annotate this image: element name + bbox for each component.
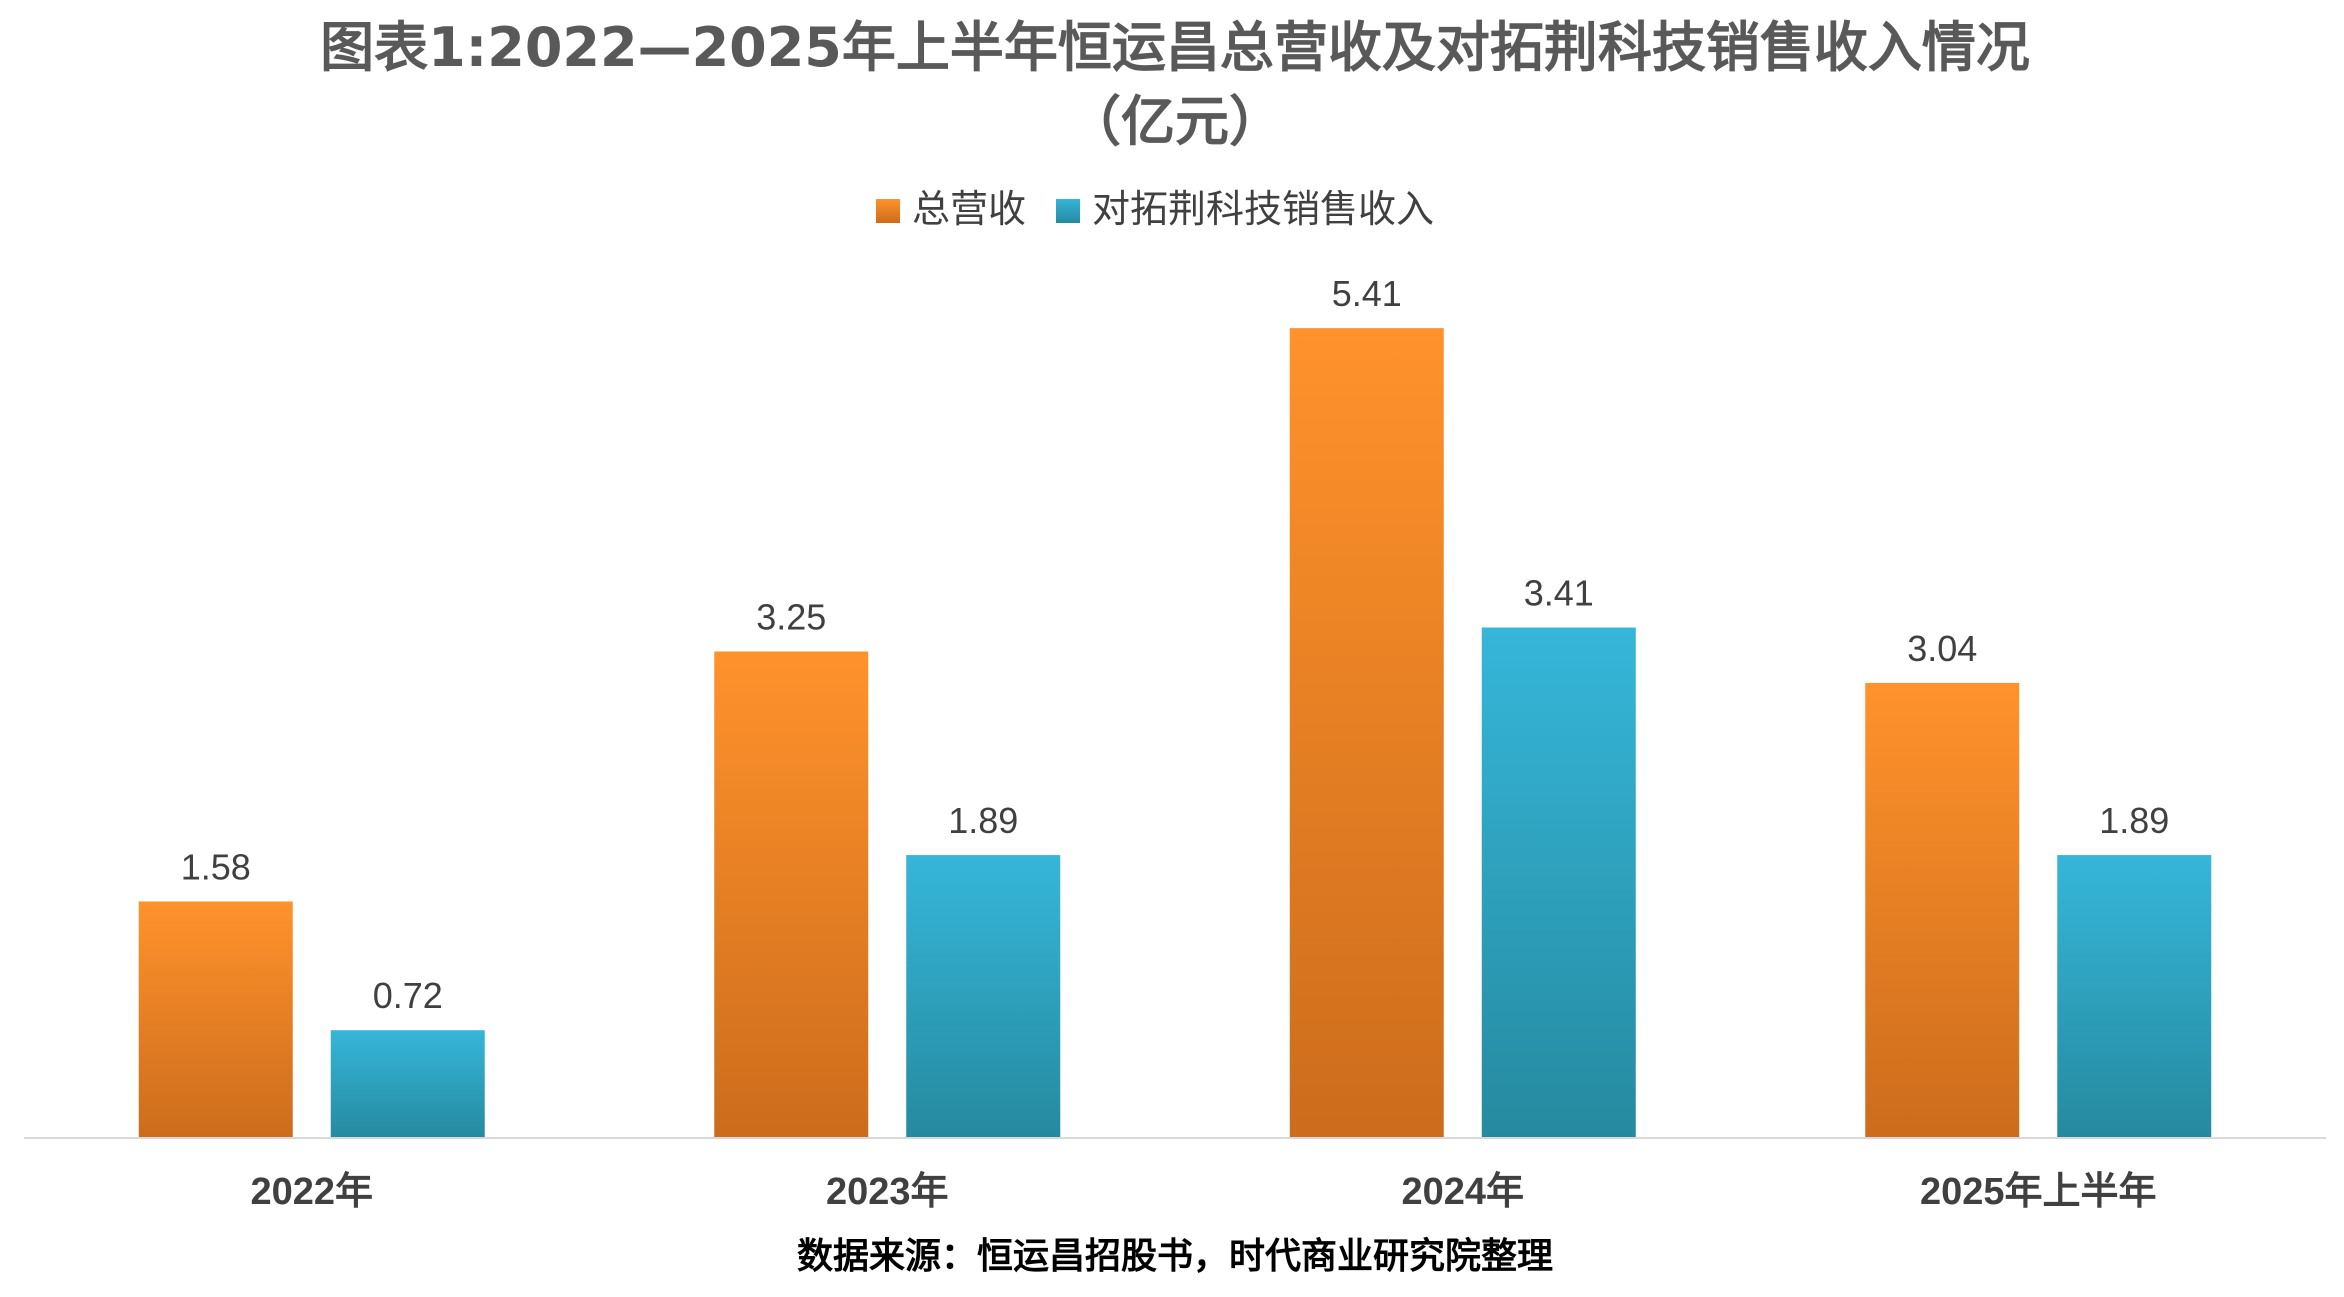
value-label-group: 1.58 0.72 3.25 1.89 5.41 3.41 3.04 1.89 [181,273,2170,1016]
bar-tuojing-sales-2 [906,855,1061,1138]
x-tick-labels: 2022年 2023年 2024年 2025年上半年 [250,1171,2156,1213]
value-label-tuojing-sales-4: 1.89 [2099,800,2169,841]
bar-total-revenue-2 [714,651,869,1138]
bar-tuojing-sales-1 [330,1030,485,1138]
value-label-tuojing-sales-3: 3.41 [1524,573,1594,614]
bar-total-revenue-3 [1289,328,1444,1138]
bar-tuojing-sales-4 [2057,855,2212,1138]
legend-label-total-revenue: 总营收 [912,187,1026,231]
bar-total-revenue-1 [138,901,293,1138]
chart-title: 图表1:2022—2025年上半年恒运昌总营收及对拓荆科技销售收入情况 [320,16,2030,79]
legend-swatch-tuojing-sales [1056,199,1080,223]
value-label-total-revenue-1: 1.58 [181,846,251,887]
value-label-total-revenue-3: 5.41 [1332,273,1402,314]
chart-subtitle: （亿元） [1067,90,1283,153]
bar-total-revenue-4 [1865,682,2020,1138]
x-tick-label-1: 2022年 [250,1171,373,1213]
bar-group [138,328,2212,1138]
legend: 总营收 对拓荆科技销售收入 [876,187,1434,231]
source-note: 数据来源：恒运昌招股书，时代商业研究院整理 [797,1235,1553,1277]
value-label-total-revenue-2: 3.25 [756,596,826,637]
value-label-total-revenue-4: 3.04 [1907,628,1977,669]
x-tick-label-3: 2024年 [1401,1171,1524,1213]
legend-swatch-total-revenue [876,199,900,223]
x-tick-label-2: 2023年 [826,1171,949,1213]
value-label-tuojing-sales-1: 0.72 [373,975,443,1016]
value-label-tuojing-sales-2: 1.89 [948,800,1018,841]
x-tick-label-4: 2025年上半年 [1920,1171,2157,1213]
legend-label-tuojing-sales: 对拓荆科技销售收入 [1092,187,1434,231]
bar-tuojing-sales-3 [1481,627,1636,1138]
